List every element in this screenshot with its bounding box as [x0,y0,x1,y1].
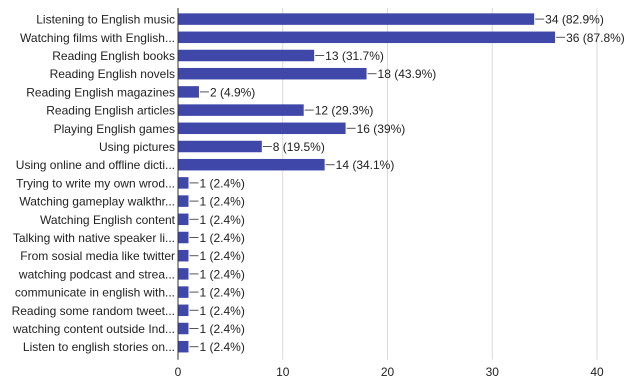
value-label-18: 1 (2.4%) [199,340,244,354]
bar-4 [178,86,199,98]
category-label-10: Watching gameplay walkthr... [19,195,175,209]
bar-15 [178,286,189,298]
category-label-7: Using pictures [99,140,175,154]
category-label-2: Reading English books [52,49,175,63]
category-label-0: Listening to English music [36,13,175,27]
bar-5 [178,104,304,116]
x-tick-label-1: 10 [276,365,290,378]
category-label-9: Trying to write my own wrod... [16,176,175,190]
value-label-16: 1 (2.4%) [199,304,244,318]
category-label-16: Reading some random tweet... [12,304,175,318]
value-label-1: 36 (87.8%) [566,31,625,45]
bar-3 [178,67,367,80]
bar-11 [178,213,189,226]
category-label-17: watching content outside Ind... [12,322,175,336]
value-label-12: 1 (2.4%) [199,231,244,245]
value-label-17: 1 (2.4%) [199,322,244,336]
value-label-10: 1 (2.4%) [199,195,244,209]
bar-18 [178,340,189,353]
value-label-2: 13 (31.7%) [325,49,384,63]
category-label-8: Using online and offline dicti... [16,158,175,172]
value-label-3: 18 (43.9%) [378,67,437,81]
category-label-1: Watching films with English... [20,31,175,45]
value-label-0: 34 (82.9%) [545,13,604,27]
value-label-15: 1 (2.4%) [199,286,244,300]
x-tick-label-0: 0 [175,365,182,378]
value-label-4: 2 (4.9%) [210,85,255,99]
category-label-6: Playing English games [54,122,175,136]
value-label-11: 1 (2.4%) [199,213,244,227]
category-label-3: Reading English novels [50,67,175,81]
bar-10 [178,195,189,207]
category-label-14: watching podcast and strea... [18,267,175,281]
category-label-18: Listen to english stories on... [23,340,175,354]
value-label-9: 1 (2.4%) [199,176,244,190]
bar-6 [178,122,346,135]
bar-7 [178,140,262,153]
category-label-15: communicate in english with... [15,286,175,300]
category-label-5: Reading English articles [46,104,175,118]
bar-13 [178,249,189,262]
bar-8 [178,158,325,171]
x-tick-label-3: 30 [486,365,500,378]
category-label-12: Talking with native speaker li... [13,231,175,245]
bar-0 [178,13,535,25]
value-label-8: 14 (34.1%) [336,158,395,172]
value-label-5: 12 (29.3%) [315,104,374,118]
category-label-4: Reading English magazines [26,85,175,99]
bar-12 [178,231,189,244]
value-label-6: 16 (39%) [357,122,406,136]
bar-16 [178,304,189,317]
bar-1 [178,31,556,44]
value-label-13: 1 (2.4%) [199,249,244,263]
value-label-7: 8 (19.5%) [273,140,325,154]
bar-9 [178,177,189,189]
value-label-14: 1 (2.4%) [199,267,244,281]
category-label-13: From sosial media like twitter [20,249,175,263]
bar-14 [178,268,189,280]
bar-17 [178,322,189,335]
category-label-11: Watching English content [40,213,176,227]
x-tick-label-2: 20 [381,365,395,378]
x-tick-label-4: 40 [590,365,604,378]
bar-2 [178,49,315,62]
